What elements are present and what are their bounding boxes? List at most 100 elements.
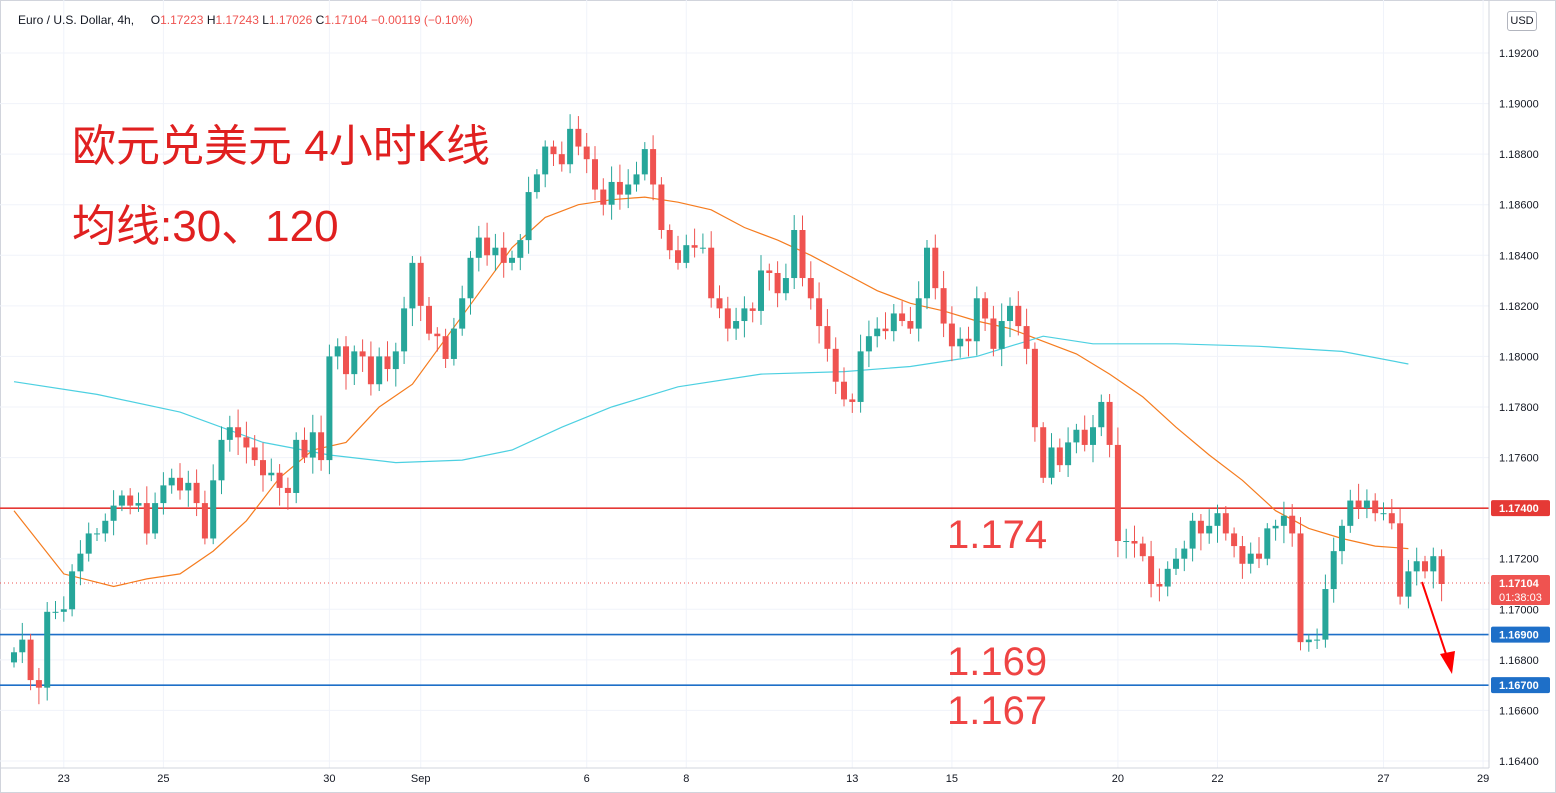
candle: [899, 301, 906, 327]
time-tick: 22: [1211, 773, 1223, 785]
candle: [973, 286, 980, 356]
candle: [658, 177, 665, 239]
chart-title-annotation: 欧元兑美元 4小时K线: [72, 122, 491, 171]
candle: [1056, 438, 1063, 473]
candle: [35, 667, 42, 705]
candle: [492, 233, 499, 271]
candle: [716, 285, 723, 319]
candle: [1222, 506, 1229, 541]
candle: [683, 234, 690, 269]
candle: [1305, 633, 1312, 652]
candle: [376, 347, 383, 392]
candle: [210, 464, 217, 545]
candle: [284, 477, 291, 510]
price-tick: 1.19000: [1499, 99, 1539, 111]
candles: [11, 114, 1445, 705]
candle: [733, 307, 740, 340]
candle: [185, 470, 192, 507]
price-tick: 1.18400: [1499, 250, 1539, 262]
candle: [1173, 548, 1179, 575]
candle: [675, 235, 681, 270]
time-axis: 23 25 30 Sep 6 8 13 15 20 22 27 29: [0, 767, 1489, 785]
candle: [1189, 512, 1196, 562]
candle: [1289, 504, 1296, 547]
price-tick: 1.17800: [1499, 402, 1539, 414]
price-label: 1.16900: [1499, 630, 1539, 642]
price-tick: 1.19200: [1499, 48, 1539, 60]
candle: [841, 367, 847, 407]
candle: [1197, 514, 1204, 551]
open-label: O: [150, 13, 161, 27]
candle: [52, 601, 59, 620]
candle: [484, 222, 491, 266]
candle: [168, 468, 175, 494]
candle: [1380, 502, 1387, 521]
candle: [592, 146, 598, 200]
candle: [940, 271, 947, 338]
candle: [948, 306, 955, 362]
high-label: H: [206, 13, 216, 27]
countdown-label: 01:38:03: [1499, 592, 1542, 604]
open-value: 1.17223: [160, 13, 204, 27]
candle: [1156, 568, 1163, 602]
candle: [475, 225, 482, 272]
candle: [27, 633, 34, 691]
candle: [567, 114, 574, 174]
trend-arrow-icon: [1421, 581, 1449, 661]
candle: [143, 486, 150, 545]
candle: [135, 492, 142, 512]
candle: [666, 224, 673, 260]
candle: [799, 215, 806, 287]
candle: [1114, 427, 1121, 558]
candle: [691, 228, 698, 258]
ma-line-30: [13, 196, 1409, 588]
candle: [791, 215, 798, 289]
candle: [1040, 422, 1047, 483]
time-tick: 6: [584, 773, 590, 785]
candle: [550, 140, 557, 167]
candle: [1007, 297, 1013, 338]
last-price-label: 1.17104: [1499, 578, 1540, 590]
time-tick: 30: [323, 773, 335, 785]
candle: [1015, 291, 1022, 336]
candle: [251, 435, 258, 466]
candle: [1048, 433, 1055, 485]
candle: [1355, 483, 1362, 520]
candle: [1272, 519, 1279, 541]
candle: [417, 256, 424, 322]
candle: [1139, 536, 1146, 562]
candle: [1347, 489, 1354, 533]
candle: [625, 169, 632, 209]
candle: [384, 341, 391, 382]
candle: [309, 414, 316, 474]
candle: [1422, 555, 1428, 579]
arrow-head-icon: [1440, 651, 1455, 674]
currency-button[interactable]: USD: [1507, 11, 1537, 31]
candle: [367, 341, 374, 396]
candle: [1314, 628, 1321, 650]
time-tick: 23: [58, 773, 70, 785]
candle: [1438, 549, 1445, 602]
ma-line-120: [13, 335, 1409, 464]
low-value: 1.17026: [268, 13, 313, 27]
candle: [1206, 509, 1213, 544]
candle: [118, 490, 125, 512]
candle: [1031, 342, 1038, 442]
candle: [102, 513, 109, 542]
price-tick: 1.18000: [1499, 351, 1539, 363]
candle: [201, 490, 208, 545]
candle: [60, 596, 67, 622]
candle: [500, 232, 507, 278]
candle: [326, 344, 333, 475]
price-label: 1.16700: [1499, 680, 1539, 692]
candle: [824, 309, 831, 362]
candle: [982, 292, 989, 331]
candle: [633, 161, 640, 192]
candle: [1098, 394, 1105, 437]
candle: [11, 647, 17, 668]
candle: [650, 135, 657, 201]
price-label-box: [1491, 500, 1550, 517]
price-tick: 1.16800: [1499, 655, 1539, 667]
candle: [1322, 574, 1329, 648]
